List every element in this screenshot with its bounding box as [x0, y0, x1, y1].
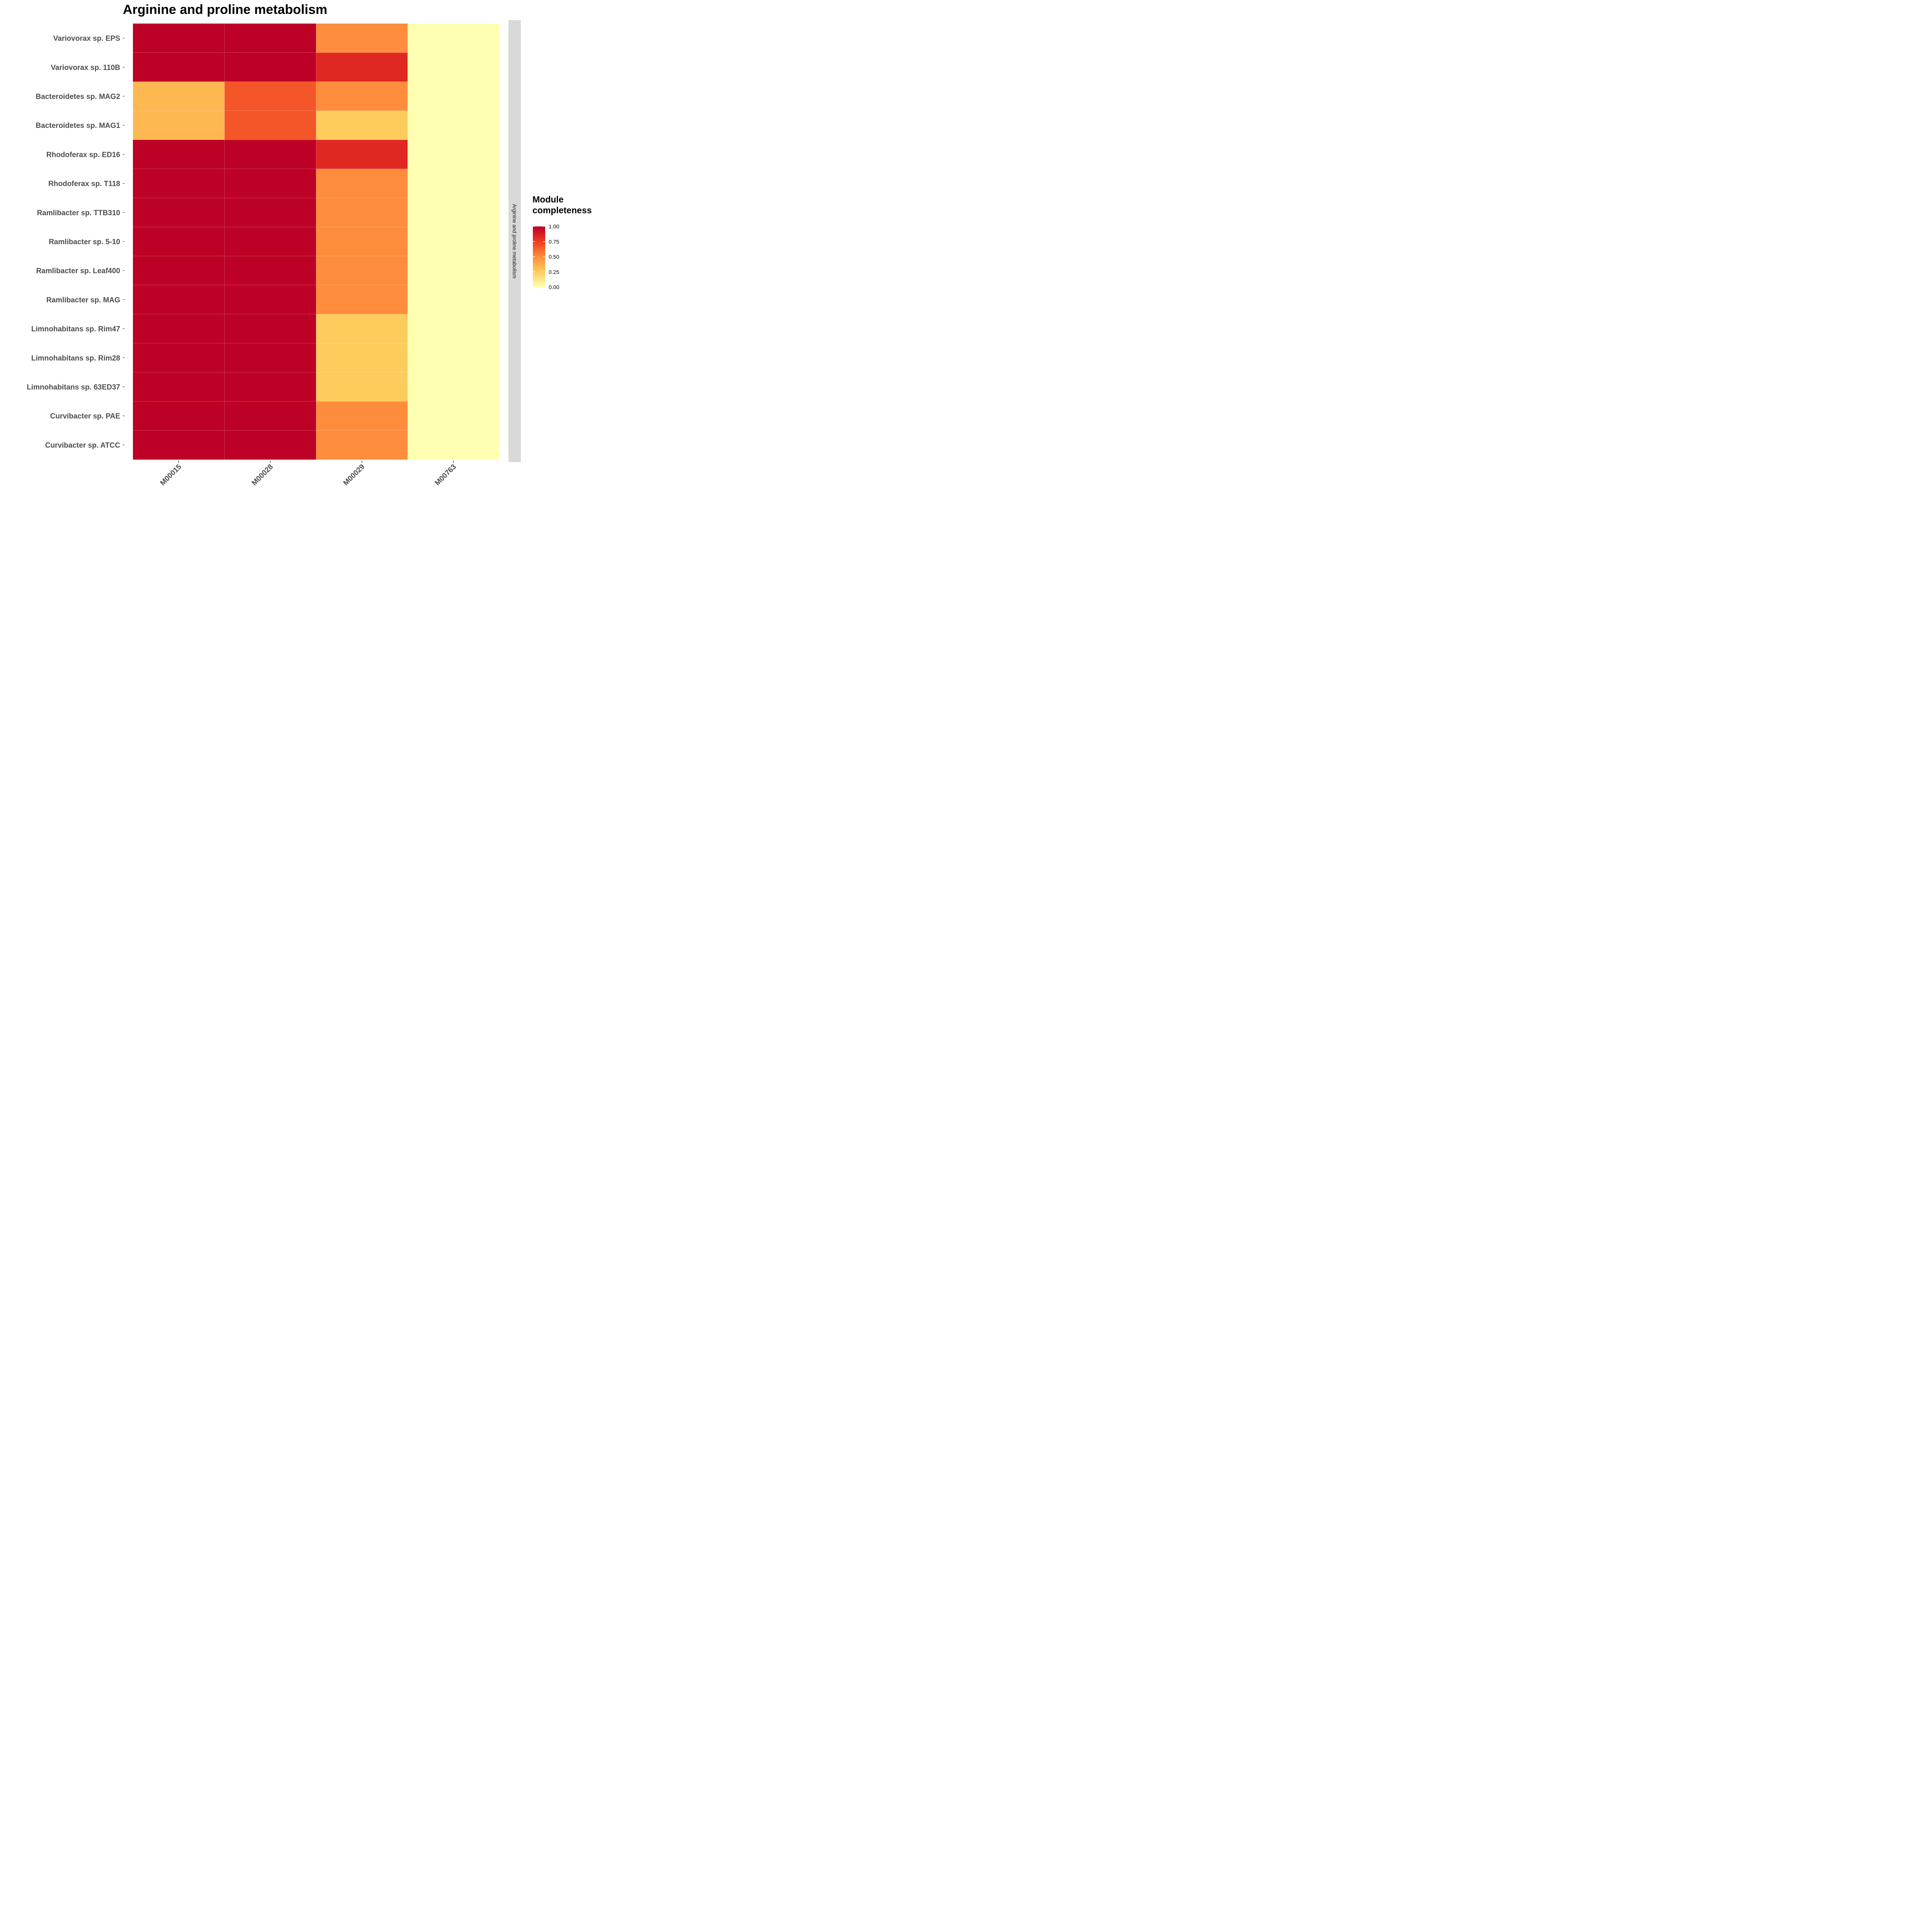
heatmap-cell — [133, 372, 225, 402]
heatmap-cell — [224, 169, 316, 198]
heatmap-cell — [133, 53, 225, 82]
heatmap-cell — [316, 53, 408, 82]
y-tick-label: Curvibacter sp. ATCC — [45, 441, 121, 449]
heatmap-chart: Arginine and proline metabolism Variovor… — [0, 0, 604, 504]
color-legend: Module completeness 1.00 0.75 0.50 0.25 0.00 — [532, 194, 592, 290]
x-tick-label: M00028 — [250, 463, 275, 487]
heatmap-canvas: Arginine and proline metabolism Variovor… — [27, 2, 592, 487]
heatmap-cell — [316, 82, 408, 111]
y-axis: Variovorax sp. EPS Variovorax sp. 110B Bac… — [27, 35, 124, 449]
heatmap-cell — [133, 169, 225, 198]
heatmap-cell — [316, 285, 408, 315]
heatmap-cell — [224, 401, 316, 431]
heatmap-cells — [133, 24, 500, 460]
x-axis: M00015 M00028 M00029 M00763 — [159, 461, 458, 487]
heatmap-cell — [408, 285, 500, 315]
heatmap-cell — [408, 198, 500, 227]
heatmap-cell — [408, 430, 500, 460]
facet-strip-label: Arginine and proline metabolism — [512, 204, 517, 279]
heatmap-cell — [133, 430, 225, 460]
heatmap-cell — [133, 139, 225, 169]
heatmap-cell — [408, 227, 500, 257]
heatmap-cell — [133, 198, 225, 227]
legend-tick-label: 0.25 — [549, 269, 559, 275]
y-tick-label: Ramlibacter sp. 5-10 — [49, 238, 120, 246]
heatmap-cell — [224, 430, 316, 460]
heatmap-cell — [408, 256, 500, 286]
heatmap-cell — [408, 24, 500, 53]
heatmap-cell — [408, 343, 500, 372]
heatmap-cell — [316, 198, 408, 227]
y-tick-label: Rhodoferax sp. ED16 — [46, 151, 120, 159]
heatmap-cell — [224, 53, 316, 82]
heatmap-cell — [133, 314, 225, 344]
heatmap-cell — [408, 53, 500, 82]
heatmap-cell — [133, 111, 225, 140]
x-tick-label: M00763 — [434, 463, 458, 487]
y-tick-label: Ramlibacter sp. TTB310 — [37, 209, 120, 217]
heatmap-cell — [408, 372, 500, 402]
chart-title: Arginine and proline metabolism — [123, 2, 327, 17]
y-tick-label: Rhodoferax sp. T118 — [48, 180, 120, 188]
heatmap-cell — [224, 24, 316, 53]
heatmap-cell — [316, 401, 408, 431]
heatmap-cell — [224, 256, 316, 286]
heatmap-cell — [316, 372, 408, 402]
heatmap-cell — [224, 111, 316, 140]
heatmap-cell — [133, 401, 225, 431]
y-tick-label: Ramlibacter sp. MAG — [46, 296, 120, 304]
heatmap-cell — [316, 169, 408, 198]
facet-strip — [509, 20, 521, 462]
heatmap-cell — [316, 227, 408, 257]
heatmap-cell — [316, 314, 408, 344]
x-tick-label: M00015 — [159, 463, 184, 487]
heatmap-cell — [316, 139, 408, 169]
y-tick-label: Bacteroidetes sp. MAG1 — [36, 122, 120, 130]
heatmap-cell — [133, 256, 225, 286]
heatmap-cell — [224, 343, 316, 372]
y-tick-label: Variovorax sp. EPS — [53, 35, 120, 43]
heatmap-cell — [316, 430, 408, 460]
heatmap-cell — [133, 24, 225, 53]
heatmap-cell — [224, 139, 316, 169]
legend-tick-label: 0.00 — [549, 284, 559, 290]
legend-ticks: 1.00 0.75 0.50 0.25 0.00 — [533, 223, 559, 290]
heatmap-cell — [408, 139, 500, 169]
y-tick-label: Bacteroidetes sp. MAG2 — [36, 93, 120, 101]
heatmap-cell — [224, 314, 316, 344]
heatmap-cell — [408, 401, 500, 431]
heatmap-cell — [408, 111, 500, 140]
heatmap-cell — [408, 82, 500, 111]
heatmap-cell — [316, 111, 408, 140]
heatmap-cell — [224, 285, 316, 315]
heatmap-cell — [316, 256, 408, 286]
legend-tick-label: 0.75 — [549, 238, 559, 245]
y-tick-label: Ramlibacter sp. Leaf400 — [36, 267, 120, 275]
legend-title-line-1: Module — [532, 194, 564, 204]
heatmap-cell — [133, 82, 225, 111]
heatmap-cell — [224, 372, 316, 402]
y-tick-label: Limnohabitans sp. Rim47 — [31, 325, 120, 333]
heatmap-cell — [224, 82, 316, 111]
y-tick-label: Variovorax sp. 110B — [51, 64, 120, 72]
heatmap-grid — [133, 24, 499, 459]
y-tick-label: Limnohabitans sp. Rim28 — [31, 354, 120, 362]
x-tick-label: M00029 — [342, 463, 366, 487]
heatmap-cell — [133, 285, 225, 315]
heatmap-cell — [408, 169, 500, 198]
heatmap-cell — [316, 24, 408, 53]
legend-title-line-2: completeness — [532, 205, 592, 215]
heatmap-cell — [133, 227, 225, 257]
heatmap-cell — [316, 343, 408, 372]
heatmap-cell — [133, 343, 225, 372]
legend-tick-label: 1.00 — [549, 223, 559, 230]
y-tick-label: Limnohabitans sp. 63ED37 — [27, 383, 120, 391]
heatmap-cell — [224, 227, 316, 257]
legend-tick-label: 0.50 — [549, 254, 559, 260]
heatmap-cell — [408, 314, 500, 344]
y-tick-label: Curvibacter sp. PAE — [50, 412, 120, 420]
heatmap-cell — [224, 198, 316, 227]
